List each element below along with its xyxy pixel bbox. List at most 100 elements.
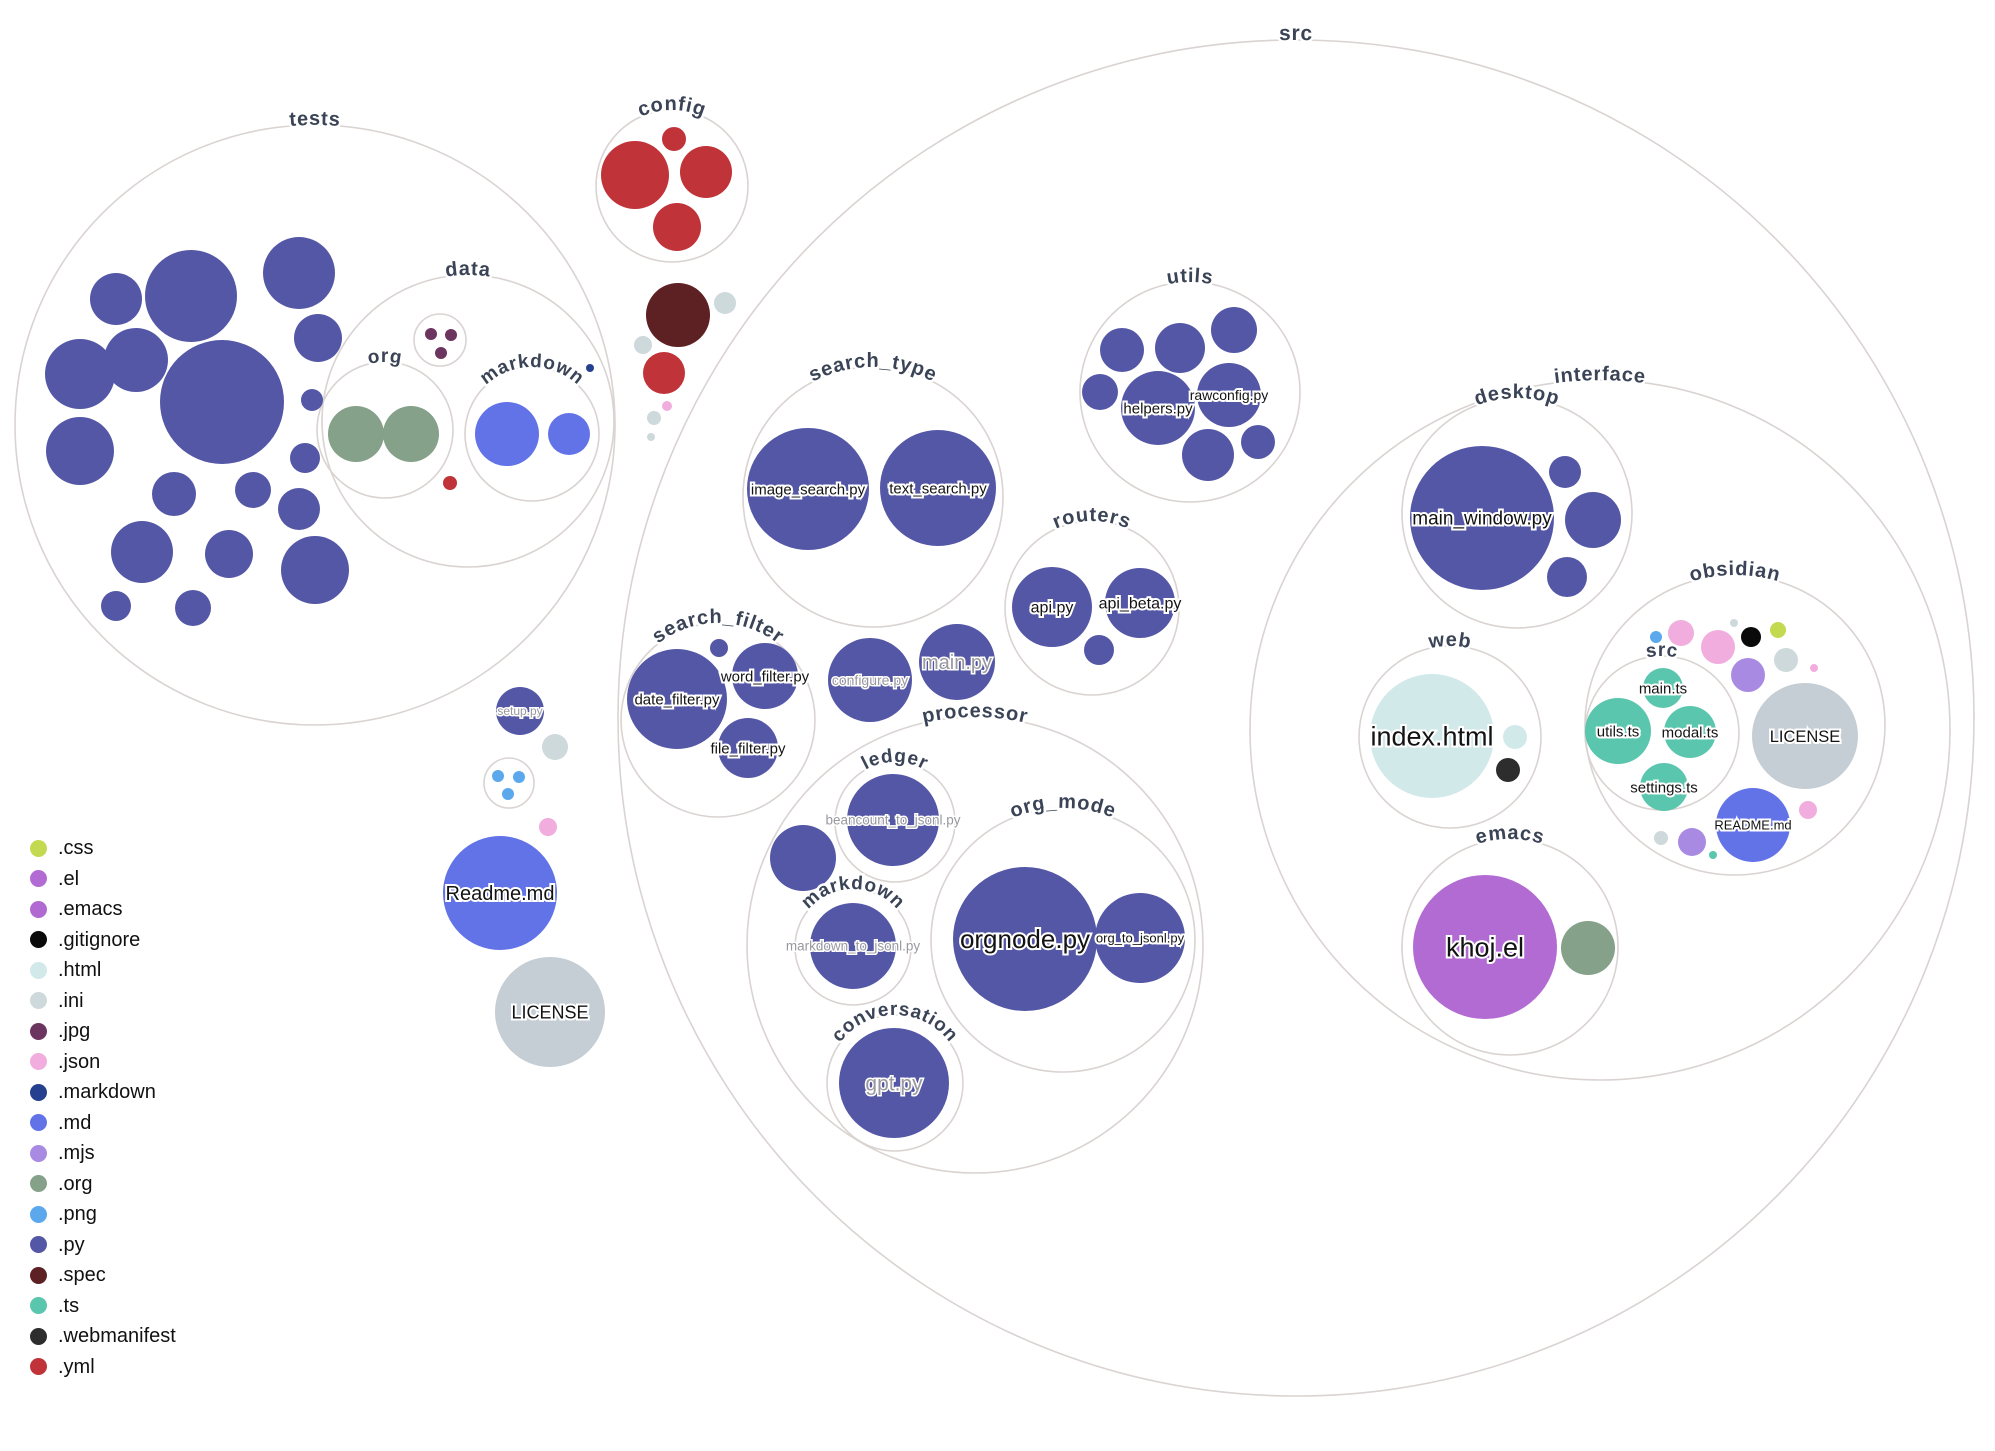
file-circle-main-window-py[interactable]: [1410, 446, 1554, 590]
dir-circle-utils[interactable]: [1079, 281, 1301, 503]
file-circle-helpers-py[interactable]: [1121, 371, 1195, 445]
file-circle-web-html-small[interactable]: [1503, 725, 1527, 749]
file-circle-obsidian-json-4[interactable]: [1799, 801, 1817, 819]
file-circle-tests-py-6[interactable]: [160, 340, 284, 464]
file-circle-config-yml-4[interactable]: [653, 203, 701, 251]
dir-circle-processor[interactable]: [746, 716, 1204, 1174]
file-circle-api-py[interactable]: [1012, 567, 1092, 647]
file-circle-tests-py-18[interactable]: [90, 273, 142, 325]
file-circle-modal-ts[interactable]: [1664, 706, 1716, 758]
file-circle-data-jpg-3[interactable]: [435, 347, 447, 359]
file-circle-root-yml[interactable]: [643, 352, 685, 394]
file-circle-obsidian-json-3[interactable]: [1810, 664, 1818, 672]
file-circle-tests-py-17[interactable]: [101, 591, 131, 621]
dir-circle-web[interactable]: [1358, 645, 1542, 829]
file-circle-tests-py-11[interactable]: [152, 472, 196, 516]
file-circle-root-ini-1[interactable]: [714, 292, 736, 314]
file-circle-gpt-py[interactable]: [839, 1028, 949, 1138]
file-circle-utils-ts[interactable]: [1585, 698, 1651, 764]
file-circle-rawconfig-py[interactable]: [1197, 363, 1261, 427]
file-circle-utils-py-6[interactable]: [1241, 425, 1275, 459]
file-circle-root-ini-2[interactable]: [634, 336, 652, 354]
file-circle-tests-py-14[interactable]: [205, 530, 253, 578]
dir-circle-routers[interactable]: [1004, 520, 1180, 696]
file-circle-config-yml-1[interactable]: [601, 141, 669, 209]
file-circle-utils-py-1[interactable]: [1100, 328, 1144, 372]
file-circle-root-ini-3[interactable]: [647, 411, 661, 425]
file-circle-data-jpg-1[interactable]: [425, 328, 437, 340]
file-circle-obsidian-png[interactable]: [1650, 631, 1662, 643]
dir-circle-proc-markdown[interactable]: [794, 888, 912, 1006]
file-circle-processor-py[interactable]: [770, 825, 836, 891]
dir-circle-tests[interactable]: [14, 124, 616, 726]
file-circle-obsidian-gitignore[interactable]: [1741, 627, 1761, 647]
file-circle-obsidian-ini-2[interactable]: [1774, 648, 1798, 672]
file-circle-obsidian-ts-small[interactable]: [1709, 851, 1717, 859]
file-circle-setup-py[interactable]: [496, 687, 544, 735]
file-circle-root-ini-5[interactable]: [542, 734, 568, 760]
file-circle-tests-py-12[interactable]: [235, 472, 271, 508]
file-circle-data-jpg-2[interactable]: [445, 329, 457, 341]
file-circle-readme-md-obsidian[interactable]: [1716, 788, 1790, 862]
file-circle-utils-py-3[interactable]: [1211, 307, 1257, 353]
file-circle-license-obsidian[interactable]: [1752, 683, 1858, 789]
file-circle-obsidian-css[interactable]: [1770, 622, 1786, 638]
file-circle-readme-md-root[interactable]: [443, 836, 557, 950]
dir-circle-data-org[interactable]: [316, 361, 454, 499]
file-circle-desktop-py-2[interactable]: [1565, 492, 1621, 548]
dir-circle-data-subdir[interactable]: [413, 313, 467, 367]
file-circle-data-org-1[interactable]: [328, 406, 384, 462]
dir-circle-emacs[interactable]: [1401, 838, 1619, 1056]
file-circle-file-filter-py[interactable]: [718, 718, 778, 778]
file-circle-utils-py-2[interactable]: [1155, 323, 1205, 373]
file-circle-beancount-to-jsonl-py[interactable]: [847, 774, 939, 866]
file-circle-word-filter-py[interactable]: [732, 643, 798, 709]
file-circle-search-filter-py-small[interactable]: [710, 639, 728, 657]
file-circle-obsidian-mjs-2[interactable]: [1678, 828, 1706, 856]
file-circle-markdown-to-jsonl-py[interactable]: [810, 903, 896, 989]
file-circle-root-json-2[interactable]: [539, 818, 557, 836]
file-circle-tests-py-15[interactable]: [281, 536, 349, 604]
file-circle-api-beta-py[interactable]: [1105, 568, 1175, 638]
dir-circle-search-filter[interactable]: [620, 622, 816, 818]
file-circle-tests-py-4[interactable]: [45, 339, 115, 409]
file-circle-desktop-py-3[interactable]: [1547, 557, 1587, 597]
file-circle-tests-py-16[interactable]: [175, 590, 211, 626]
file-circle-root-spec[interactable]: [646, 283, 710, 347]
file-circle-obsidian-ini-3[interactable]: [1654, 831, 1668, 845]
file-circle-web-webmanifest[interactable]: [1496, 758, 1520, 782]
dir-circle-data[interactable]: [321, 274, 615, 568]
file-circle-root-png-2[interactable]: [513, 771, 525, 783]
file-circle-routers-py-small[interactable]: [1084, 635, 1114, 665]
file-circle-root-ini-4[interactable]: [647, 433, 655, 441]
file-circle-tests-py-13[interactable]: [278, 488, 320, 530]
file-circle-emacs-org[interactable]: [1561, 921, 1615, 975]
dir-circle-search-type[interactable]: [742, 366, 1004, 628]
file-circle-config-yml-2[interactable]: [662, 127, 686, 151]
dir-circle-org-mode[interactable]: [930, 807, 1196, 1073]
file-circle-obsidian-mjs-1[interactable]: [1731, 658, 1765, 692]
file-circle-root-json-1[interactable]: [662, 401, 672, 411]
file-circle-settings-ts[interactable]: [1640, 763, 1688, 811]
dir-circle-desktop[interactable]: [1401, 397, 1633, 629]
file-circle-obsidian-ini-1[interactable]: [1730, 619, 1738, 627]
file-circle-tests-py-10[interactable]: [111, 521, 173, 583]
file-circle-config-yml-3[interactable]: [680, 146, 732, 198]
file-circle-tests-py-8[interactable]: [301, 389, 323, 411]
dir-circle-src[interactable]: [617, 39, 1975, 1397]
file-circle-data-md-2[interactable]: [548, 413, 590, 455]
dir-circle-interface[interactable]: [1249, 379, 1951, 1081]
file-circle-desktop-py-1[interactable]: [1549, 456, 1581, 488]
file-circle-configure-py[interactable]: [828, 638, 912, 722]
file-circle-data-yml-dot[interactable]: [443, 476, 457, 490]
file-circle-utils-py-4[interactable]: [1082, 374, 1118, 410]
file-circle-tests-py-9[interactable]: [290, 443, 320, 473]
file-circle-obsidian-json-1[interactable]: [1668, 620, 1694, 646]
file-circle-data-org-2[interactable]: [383, 406, 439, 462]
file-circle-root-png-1[interactable]: [492, 770, 504, 782]
file-circle-org-to-jsonl-py[interactable]: [1095, 893, 1185, 983]
file-circle-text-search-py[interactable]: [880, 430, 996, 546]
file-circle-main-py[interactable]: [919, 624, 995, 700]
file-circle-tests-py-2[interactable]: [263, 237, 335, 309]
file-circle-orgnode-py[interactable]: [953, 867, 1097, 1011]
